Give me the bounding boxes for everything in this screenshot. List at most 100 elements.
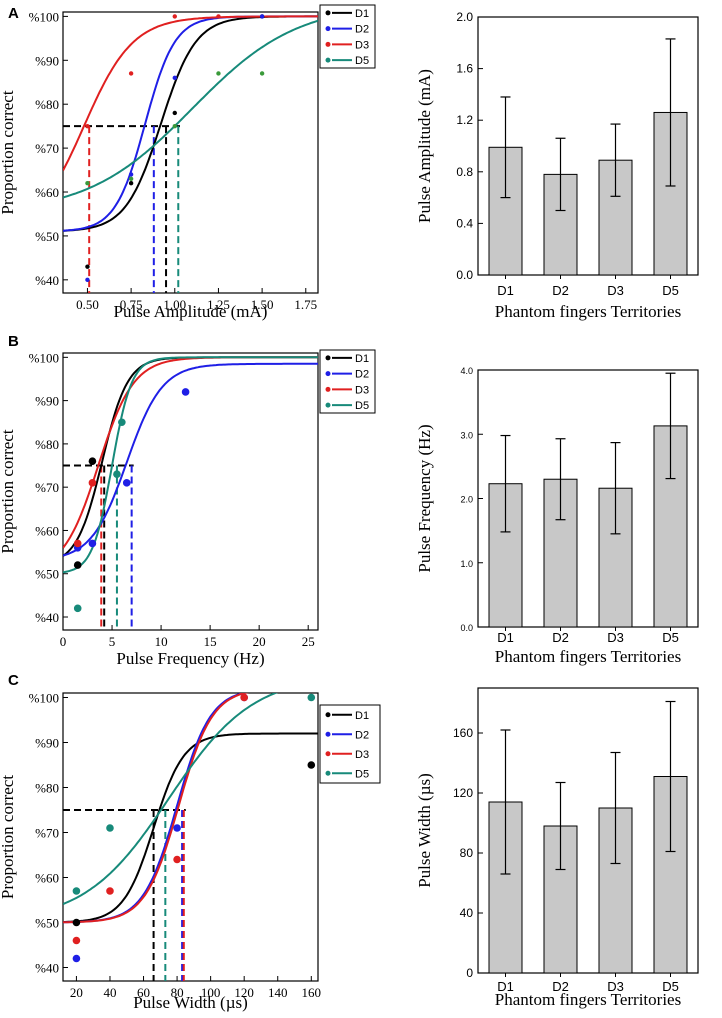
- category-label-d1: D1: [497, 630, 514, 645]
- data-point-d5: [118, 418, 126, 427]
- psychometric-chart-A: A %40 %50 %60 %70 %80 %90 %100 0.50 0.75 1.00 1.25 1…: [0, 4, 376, 321]
- x-tick-label: 1.75: [294, 297, 317, 312]
- legend: D1 D2 D3 D5: [319, 704, 381, 784]
- legend-marker-d5: [325, 770, 331, 776]
- y-tick-label: %90: [35, 53, 59, 68]
- psychometric-chart-B: B %40 %50 %60 %70 %80 %90 %100 0 5 10 15 20 25 Pulse F…: [0, 333, 376, 668]
- y-tick-label: %40: [35, 273, 59, 288]
- y-axis-title: Pulse Width (µs): [415, 773, 434, 888]
- x-tick-label: 10: [155, 634, 168, 649]
- legend-marker-d2: [325, 371, 331, 377]
- y-tick-label: %50: [35, 916, 59, 931]
- legend-label-d3: D3: [355, 384, 369, 396]
- fit-curve-d5: [63, 19, 318, 199]
- fit-curve-d5: [63, 693, 279, 906]
- data-point-d3: [73, 539, 82, 548]
- category-label-d5: D5: [662, 630, 679, 645]
- y-tick-label: %70: [35, 141, 59, 156]
- category-label-d1: D1: [497, 979, 514, 994]
- legend-marker-d3: [325, 386, 331, 392]
- y-tick-label: %80: [35, 781, 59, 796]
- y-tick-label: %60: [35, 871, 59, 886]
- x-axis-title: Pulse Width (µs): [133, 993, 248, 1012]
- x-tick-label: 20: [70, 985, 83, 1000]
- legend-box: [319, 704, 381, 784]
- legend-label-d1: D1: [355, 710, 369, 722]
- y-tick-label: 1.6: [456, 62, 473, 76]
- x-tick-label: 20: [253, 634, 266, 649]
- legend-label-d3: D3: [355, 39, 369, 51]
- y-tick-label: %100: [29, 9, 59, 24]
- y-tick-label: 0: [466, 966, 473, 980]
- y-tick-label: 1.0: [460, 559, 473, 569]
- data-point-d3: [72, 936, 81, 945]
- data-point-d1: [72, 918, 81, 927]
- category-label-d5: D5: [662, 979, 679, 994]
- y-tick-label: %70: [35, 826, 59, 841]
- fit-curve-d2: [63, 693, 248, 924]
- data-point-d3: [173, 855, 181, 864]
- data-point-d2: [88, 539, 97, 548]
- data-point-d5: [72, 887, 81, 895]
- legend-label-d2: D2: [355, 729, 369, 741]
- plot-area: [63, 356, 318, 630]
- panel-letter: C: [8, 672, 19, 689]
- category-label-d2: D2: [552, 979, 569, 994]
- y-tick-label: %50: [35, 567, 59, 582]
- y-tick-label: 2.0: [456, 10, 473, 24]
- y-tick-label: 40: [460, 906, 474, 920]
- legend-marker-d1: [325, 355, 331, 361]
- data-point-d5: [73, 604, 82, 613]
- data-point-d3: [88, 479, 97, 487]
- data-point-d1: [85, 264, 90, 269]
- data-point-d5: [216, 71, 221, 76]
- data-point-d1: [128, 181, 134, 186]
- legend-marker-d3: [325, 751, 331, 757]
- x-tick-label: 0: [60, 634, 67, 649]
- legend-label-d5: D5: [355, 400, 369, 412]
- legend-marker-d3: [325, 41, 331, 47]
- legend-marker-d2: [325, 26, 331, 32]
- fit-curve-d3: [63, 693, 249, 924]
- fit-curve-d1: [63, 15, 318, 232]
- x-tick-label: 0.75: [120, 297, 143, 312]
- data-point-d1: [307, 761, 316, 769]
- y-tick-label: 3.0: [460, 430, 473, 440]
- y-tick-label: %80: [35, 437, 59, 452]
- legend-marker-d2: [325, 731, 331, 737]
- data-point-d2: [181, 388, 190, 396]
- data-point-d3: [85, 123, 90, 129]
- category-label-d3: D3: [607, 630, 624, 645]
- plot-frame: [62, 11, 319, 294]
- x-axis-title: Phantom fingers Territories: [495, 990, 681, 1009]
- x-tick-label: 100: [201, 985, 221, 1000]
- y-tick-label: 1.2: [456, 113, 473, 127]
- y-tick-label: %80: [35, 97, 59, 112]
- category-label-d2: D2: [552, 283, 569, 298]
- x-axis-title: Phantom fingers Territories: [495, 302, 681, 321]
- y-tick-label: %100: [29, 691, 59, 706]
- y-tick-label: %60: [35, 185, 59, 200]
- data-point-d1: [172, 110, 177, 116]
- x-tick-label: 120: [234, 985, 254, 1000]
- fit-curve-d5: [63, 356, 318, 574]
- panel-letter: A: [8, 5, 19, 22]
- plot-frame: [477, 687, 699, 974]
- legend-label-d2: D2: [355, 369, 369, 381]
- data-point-d2: [173, 824, 181, 832]
- data-point-d5: [85, 181, 90, 186]
- bar-chart-A_right: 0.0 0.4 0.8 1.2 1.6 2.0 D1 D2 D3 D5 Phantom finger…: [415, 10, 699, 321]
- legend-label-d2: D2: [355, 24, 369, 36]
- data-point-d5: [128, 176, 134, 182]
- x-tick-label: 1.25: [207, 297, 230, 312]
- category-label-d3: D3: [607, 979, 624, 994]
- y-tick-label: %50: [35, 229, 59, 244]
- legend: D1 D2 D3 D5: [319, 4, 376, 69]
- y-tick-label: 120: [453, 786, 473, 800]
- y-axis-title: Pulse Amplitude (mA): [415, 69, 434, 223]
- legend: D1 D2 D3 D5: [319, 349, 376, 414]
- data-point-d2: [72, 954, 81, 963]
- y-tick-label: %90: [35, 736, 59, 751]
- plot-area: [63, 15, 318, 293]
- x-axis-title: Phantom fingers Territories: [495, 647, 681, 666]
